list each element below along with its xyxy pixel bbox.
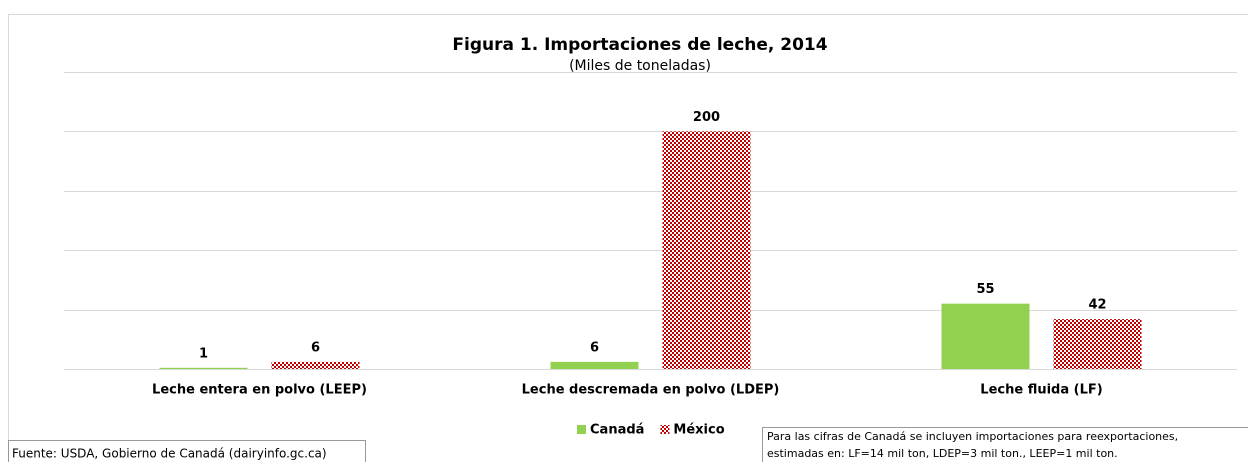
data-label: 42: [1088, 298, 1106, 313]
bar: [942, 304, 1030, 369]
legend-label: México: [673, 423, 724, 438]
bar: [1054, 319, 1142, 369]
legend-label: Canadá: [590, 423, 644, 438]
source: Fuente: USDA, Gobierno de Canadá (dairyi…: [12, 447, 327, 461]
note-line: estimadas en: LF=14 mil ton, LDEP=3 mil …: [767, 447, 1118, 460]
data-label: 1: [199, 346, 208, 361]
data-label: 55: [976, 282, 994, 297]
data-label: 200: [693, 110, 720, 125]
legend-swatch: [577, 425, 586, 434]
x-tick-label: Leche fluida (LF): [980, 383, 1102, 398]
chart-subtitle: (Miles de toneladas): [569, 58, 711, 74]
x-tick-label: Leche descremada en polvo (LDEP): [522, 383, 780, 398]
chart-title: Figura 1. Importaciones de leche, 2014: [452, 35, 827, 55]
data-label: 6: [311, 340, 320, 355]
x-tick-label: Leche entera en polvo (LEEP): [152, 383, 367, 398]
legend-swatch: [660, 425, 669, 434]
bar: [551, 362, 639, 369]
bar: [272, 362, 360, 369]
data-label: 6: [590, 340, 599, 355]
bar: [160, 368, 248, 369]
bar: [663, 131, 751, 369]
note-line: Para las cifras de Canadá se incluyen im…: [767, 430, 1178, 443]
